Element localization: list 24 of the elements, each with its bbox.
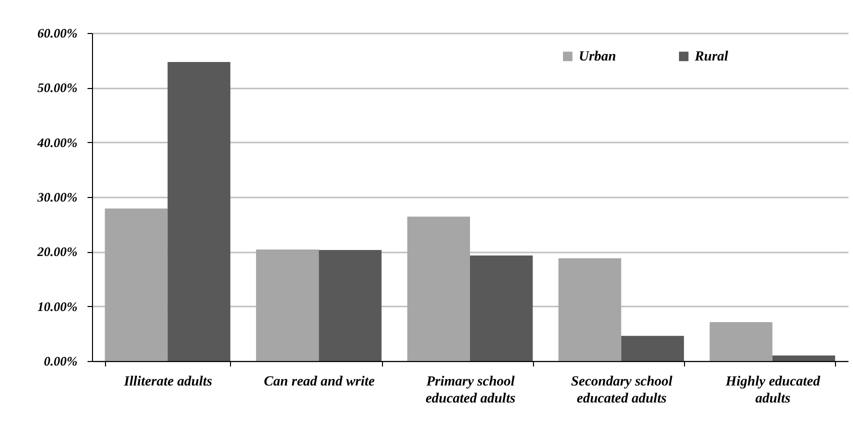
y-tick-label: 0.00% — [44, 354, 78, 368]
legend-label: Rural — [694, 49, 728, 64]
bar — [621, 336, 684, 361]
y-tick-label: 40.00% — [36, 134, 78, 150]
x-tick-label: Primary school educated adults — [426, 374, 516, 406]
bar — [710, 322, 772, 361]
bar — [318, 250, 382, 361]
x-tick-label: Secondary school educated adults — [570, 374, 673, 406]
y-tick-label: 10.00% — [37, 298, 78, 314]
y-tick-label: 20.00% — [36, 244, 78, 260]
y-tick-label: 30.00% — [36, 190, 78, 204]
x-tick-label: Illiterate adults — [122, 374, 213, 390]
legend-label: Urban — [578, 49, 616, 64]
bar — [470, 255, 533, 361]
bar — [772, 356, 836, 361]
y-tick-label: 50.00% — [37, 80, 78, 96]
y-tick-label: 60.00% — [37, 26, 78, 40]
bar — [407, 216, 470, 361]
bar — [256, 249, 319, 361]
bar — [168, 62, 230, 361]
bar — [558, 258, 622, 361]
x-tick-label: Highly educated adults — [724, 374, 822, 406]
x-tick-label: Can read and write — [264, 374, 375, 390]
bar — [104, 208, 168, 361]
